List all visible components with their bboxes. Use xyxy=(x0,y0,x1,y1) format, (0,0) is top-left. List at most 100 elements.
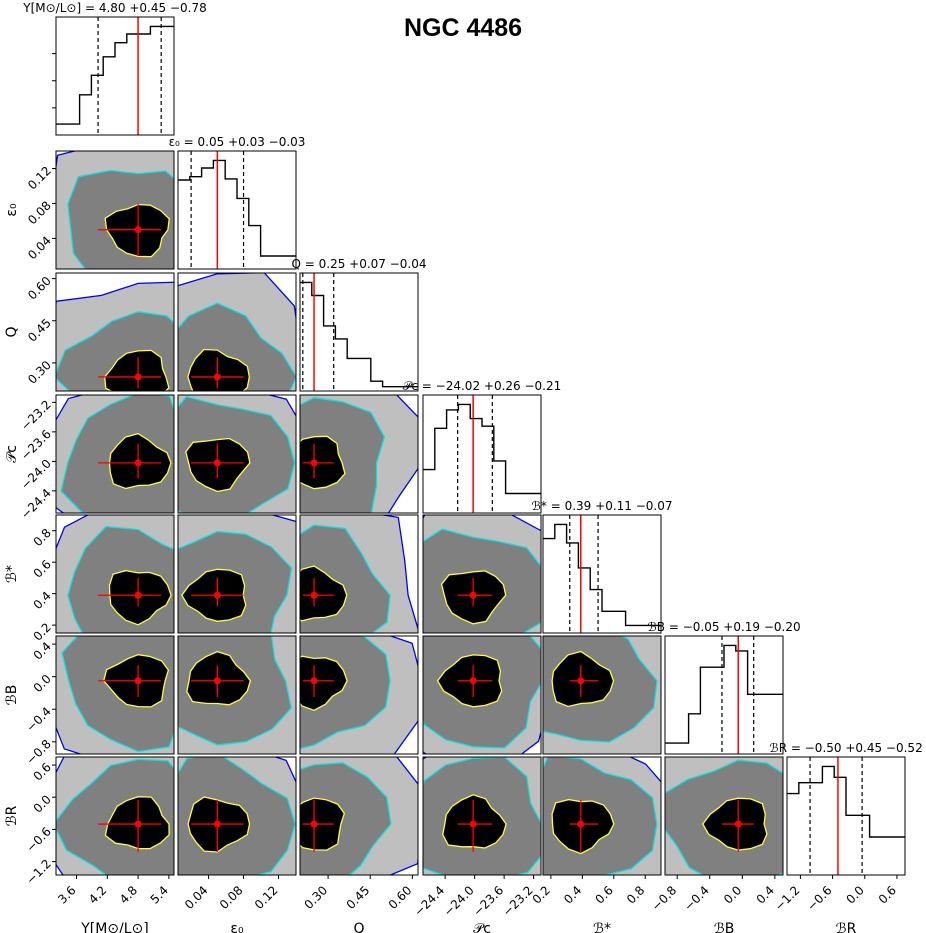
x-tick-label: 0.45 xyxy=(344,883,373,912)
median-point xyxy=(213,459,221,467)
median-point xyxy=(310,591,318,599)
histogram-step xyxy=(787,765,905,838)
hist-title-BR: ℬR = −0.50 +0.45 −0.52 xyxy=(769,741,922,755)
y-tick-label: 0.4 xyxy=(31,639,54,662)
panel-Pc-BR xyxy=(423,757,541,875)
median-point xyxy=(134,226,142,234)
panel-frame xyxy=(177,756,297,876)
histogram-step xyxy=(543,523,661,627)
hist-frame xyxy=(55,16,175,136)
median-point xyxy=(213,591,221,599)
panel-Q-BB xyxy=(300,636,418,754)
y-tick-label: 0.04 xyxy=(25,233,54,262)
x-tick-label: 0.0 xyxy=(721,883,744,906)
median-point xyxy=(310,677,318,685)
panel-frame xyxy=(299,635,419,755)
x-tick-label: −0.4 xyxy=(681,883,712,914)
median-point xyxy=(310,820,318,828)
hist-title-eps: ε₀ = 0.05 +0.03 −0.03 xyxy=(169,135,306,149)
hist-frame xyxy=(664,635,784,755)
panel-frame xyxy=(299,514,419,634)
x-tick-label: 0.04 xyxy=(182,883,211,912)
x-axis-label-Q: Q xyxy=(353,921,364,933)
x-tick-label: −0.6 xyxy=(804,883,835,914)
y-tick-label: 0.30 xyxy=(25,358,54,387)
y-tick-label: −1.2 xyxy=(23,857,54,888)
x-tick-label: −23.2 xyxy=(500,883,536,919)
panel-ups-Bs xyxy=(56,515,174,633)
hist-title-Bs: ℬ* = 0.39 +0.11 −0.07 xyxy=(531,499,672,513)
x-tick-label: 0.6 xyxy=(876,883,899,906)
median-point xyxy=(134,677,142,685)
panel-frame xyxy=(542,756,662,876)
panel-frame xyxy=(542,635,662,755)
figure-title: NGC 4486 xyxy=(403,14,523,42)
median-point xyxy=(469,677,477,685)
x-tick-label: 0.4 xyxy=(561,883,584,906)
panel-frame xyxy=(664,756,784,876)
x-tick-label: 3.6 xyxy=(55,883,78,906)
y-tick-label: 0.45 xyxy=(25,316,54,345)
panel-ups-Pc xyxy=(56,395,174,513)
x-tick-label: 5.4 xyxy=(148,883,171,906)
median-point xyxy=(734,820,742,828)
histogram-step xyxy=(56,25,174,125)
panel-frame xyxy=(177,514,297,634)
y-axis-label-Bs: ℬ* xyxy=(4,565,20,583)
panel-frame xyxy=(55,272,175,392)
hist-panel-Q xyxy=(300,273,418,391)
panel-frame xyxy=(422,514,542,634)
x-tick-label: 0.60 xyxy=(386,883,415,912)
panel-eps-Q xyxy=(178,273,296,391)
hist-frame xyxy=(422,394,542,514)
panel-Pc-Bs xyxy=(423,515,541,633)
x-axis-label-BB: ℬB xyxy=(714,921,735,933)
median-point xyxy=(213,820,221,828)
panel-ups-eps xyxy=(56,151,174,269)
median-point xyxy=(134,373,142,381)
hist-panel-BR xyxy=(787,757,905,875)
y-tick-label: 0.6 xyxy=(31,557,54,580)
median-point xyxy=(134,820,142,828)
hist-frame xyxy=(299,272,419,392)
y-tick-label: 0.08 xyxy=(25,198,54,227)
median-point xyxy=(310,459,318,467)
panel-eps-Pc xyxy=(178,395,296,513)
y-tick-label: −0.8 xyxy=(23,737,54,768)
panel-Q-BR xyxy=(300,757,418,875)
median-point xyxy=(469,820,477,828)
y-tick-label: −23.6 xyxy=(18,427,54,463)
panel-ups-BB xyxy=(56,636,174,754)
median-point xyxy=(469,591,477,599)
median-point xyxy=(213,373,221,381)
panel-ups-Q xyxy=(56,281,174,391)
panel-frame xyxy=(177,272,297,392)
hist-panel-ups xyxy=(56,17,174,135)
x-tick-label: 4.2 xyxy=(86,883,109,906)
x-axis-label-eps: ε₀ xyxy=(230,921,244,933)
sigma1-region xyxy=(300,565,348,622)
hist-title-ups: Υ[M⊙/L⊙] = 4.80 +0.45 −0.78 xyxy=(22,1,206,15)
histogram-step xyxy=(665,644,783,744)
x-tick-label: 0.6 xyxy=(593,883,616,906)
hist-title-Pc: 𝒫c = −24.02 +0.26 −0.21 xyxy=(403,379,562,393)
hist-title-Q: Q = 0.25 +0.07 −0.04 xyxy=(291,257,426,271)
y-tick-label: −24.0 xyxy=(18,456,54,492)
histogram-step xyxy=(178,159,296,257)
hist-panel-eps xyxy=(178,151,296,269)
x-axis-label-BR: ℬR xyxy=(836,921,857,933)
panel-Q-Bs xyxy=(300,515,418,633)
panel-frame xyxy=(55,514,175,634)
panel-frame xyxy=(55,756,175,876)
hist-panel-Pc xyxy=(423,395,541,513)
y-axis-label-Q: Q xyxy=(4,326,20,337)
x-tick-label: 0.8 xyxy=(624,883,647,906)
panel-frame xyxy=(55,394,175,514)
median-point xyxy=(577,677,585,685)
x-tick-label: −23.6 xyxy=(470,883,506,919)
panel-frame xyxy=(55,150,175,270)
y-axis-label-BR: ℬR xyxy=(4,805,20,826)
x-tick-label: −24.4 xyxy=(411,883,447,919)
